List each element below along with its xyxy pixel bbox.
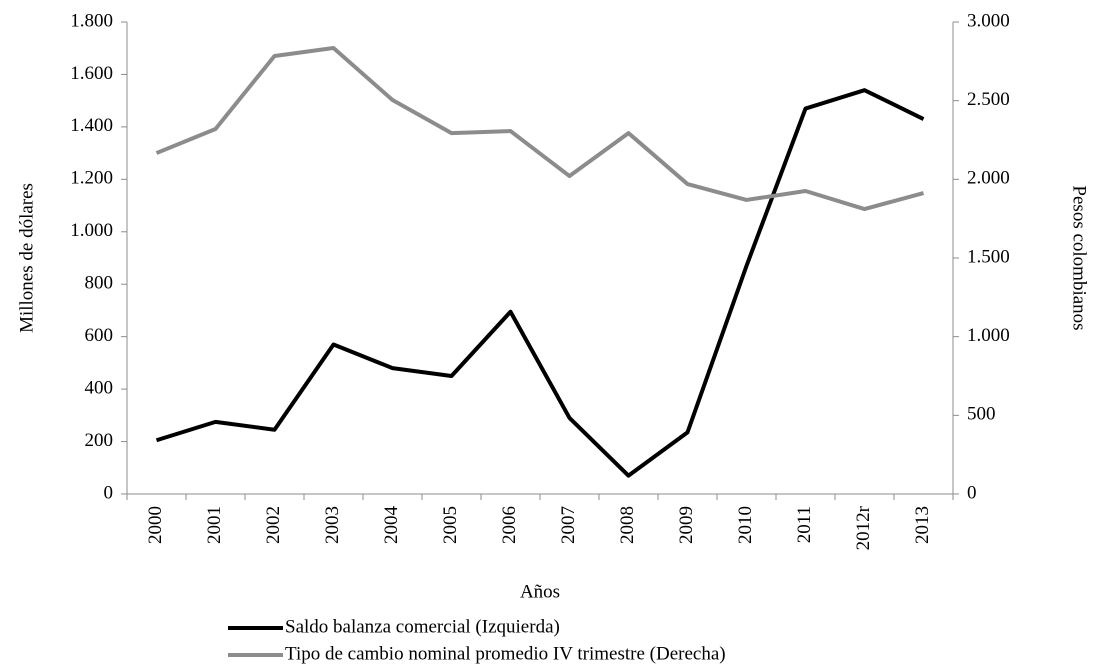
y-tick-label: 1.200 xyxy=(70,168,113,189)
y-tick-label: 1.000 xyxy=(70,220,113,241)
x-tick-label: 2001 xyxy=(204,506,225,544)
y2-tick-label: 1.500 xyxy=(967,246,1010,267)
y-tick-label: 1.400 xyxy=(70,115,113,136)
y-tick-label: 400 xyxy=(85,377,114,398)
y2-tick-label: 0 xyxy=(967,482,977,503)
x-axis-title: Años xyxy=(520,581,560,602)
x-tick-label: 2003 xyxy=(322,506,343,544)
y-tick-label: 200 xyxy=(85,430,114,451)
y-tick-label: 1.600 xyxy=(70,63,113,84)
x-tick-label: 2010 xyxy=(735,506,756,544)
y2-tick-label: 3.000 xyxy=(967,10,1010,31)
y-tick-label: 1.800 xyxy=(70,10,113,31)
x-tick-label: 2007 xyxy=(558,506,579,544)
x-tick-label: 2008 xyxy=(617,506,638,544)
x-tick-label: 2002 xyxy=(263,506,284,544)
x-tick-label: 2009 xyxy=(676,506,697,544)
x-tick-label: 2011 xyxy=(794,506,815,543)
legend-label: Tipo de cambio nominal promedio IV trime… xyxy=(285,643,726,664)
y-tick-label: 600 xyxy=(85,325,114,346)
y2-tick-label: 2.000 xyxy=(967,168,1010,189)
y-tick-label: 800 xyxy=(85,273,114,294)
series-line xyxy=(155,88,925,478)
x-tick-label: 2012r xyxy=(853,505,874,550)
legend-label: Saldo balanza comercial (Izquierda) xyxy=(285,616,560,637)
x-tick-label: 2000 xyxy=(145,506,166,544)
y2-axis-title: Pesos colombianos xyxy=(1069,185,1090,330)
y-axis-title: Millones de dólares xyxy=(16,183,37,333)
series-line xyxy=(155,45,925,212)
y2-tick-label: 1.000 xyxy=(967,325,1010,346)
x-tick-label: 2006 xyxy=(499,506,520,544)
x-tick-label: 2013 xyxy=(912,506,933,544)
y2-tick-label: 500 xyxy=(967,404,996,425)
x-tick-label: 2005 xyxy=(440,506,461,544)
y-tick-label: 0 xyxy=(104,482,114,503)
x-tick-label: 2004 xyxy=(381,506,402,545)
y2-tick-label: 2.500 xyxy=(967,89,1010,110)
